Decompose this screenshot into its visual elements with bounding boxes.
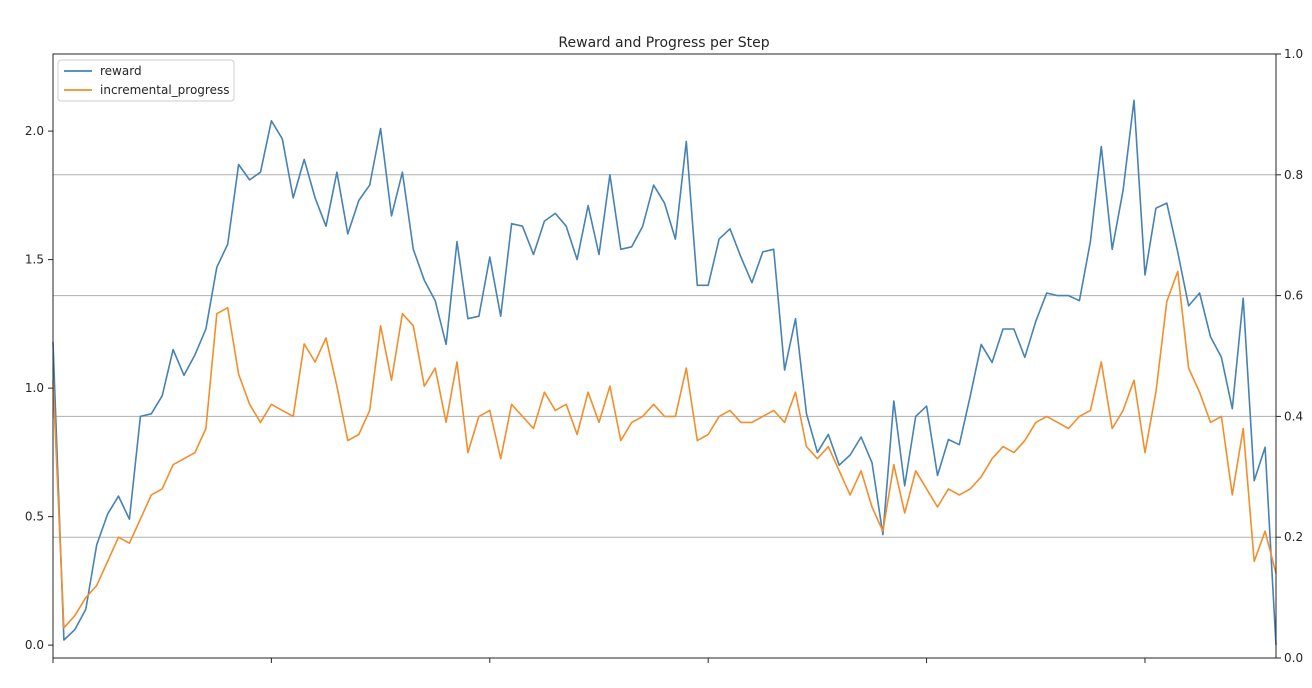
left-y-axis: 0.0 0.5 1.0 1.5 2.0: [25, 124, 53, 652]
right-tick-label-3: 0.6: [1284, 289, 1303, 303]
x-axis: [52, 658, 1146, 663]
left-tick-label-4: 2.0: [25, 124, 44, 138]
left-tick-label-1: 0.5: [25, 510, 44, 524]
right-tick-label-0: 0.0: [1284, 651, 1303, 665]
plot-frame: [52, 53, 1277, 659]
legend-box: [57, 59, 235, 102]
right-tick-label-4: 0.8: [1284, 168, 1303, 182]
right-tick-label-2: 0.4: [1284, 409, 1303, 423]
grid-lines: [53, 53, 1276, 659]
series-line-incremental-progress: [52, 270, 1277, 629]
series-lines: [52, 99, 1277, 646]
legend: reward incremental_progress: [57, 59, 235, 102]
left-tick-label-2: 1.0: [25, 381, 44, 395]
right-tick-label-1: 0.2: [1284, 530, 1303, 544]
chart-title: Reward and Progress per Step: [558, 35, 769, 51]
legend-label-incremental-progress: incremental_progress: [100, 83, 229, 97]
legend-label-reward: reward: [100, 64, 142, 78]
right-tick-label-5: 1.0: [1284, 47, 1303, 61]
left-tick-label-0: 0.0: [25, 638, 44, 652]
left-tick-label-3: 1.5: [25, 253, 44, 267]
series-line-reward: [52, 99, 1277, 646]
right-y-axis: 0.0 0.2 0.4 0.6 0.8 1.0: [1276, 47, 1303, 665]
